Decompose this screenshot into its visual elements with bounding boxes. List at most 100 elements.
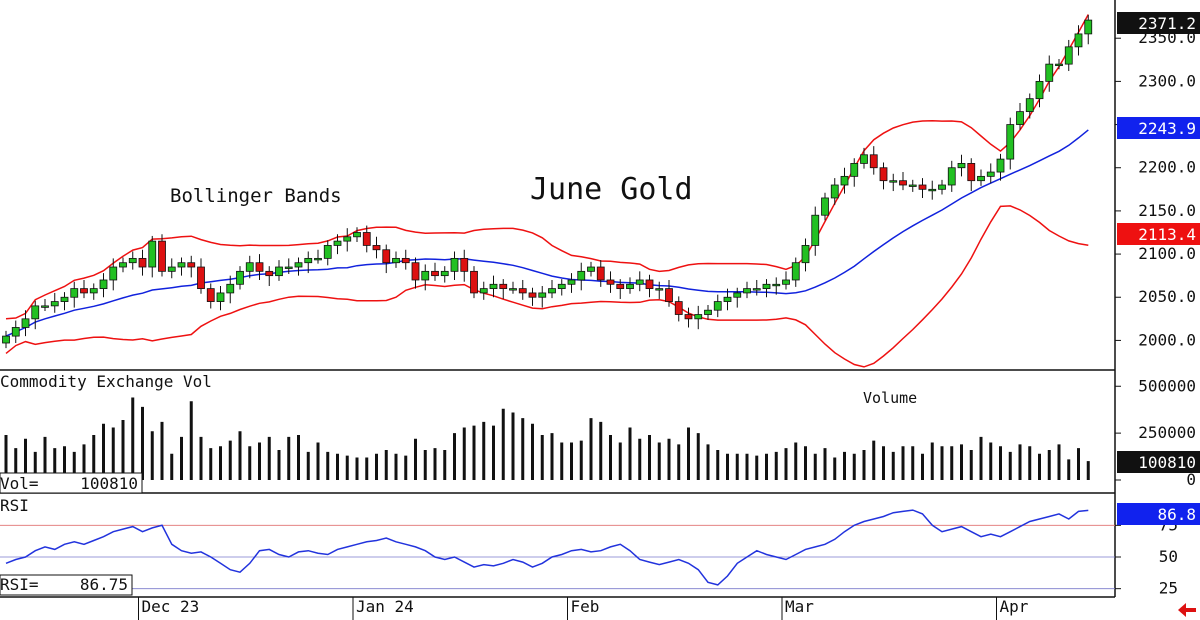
candlestick — [1084, 14, 1093, 45]
candle-body — [587, 266, 595, 272]
candlestick — [713, 294, 722, 318]
candle-body — [2, 335, 10, 344]
volume-bars — [4, 397, 1090, 480]
candlestick — [255, 254, 264, 280]
candlestick — [431, 262, 439, 281]
candlestick — [918, 178, 927, 198]
candlestick — [743, 281, 751, 299]
candlestick — [928, 180, 937, 200]
candle-body — [167, 266, 176, 272]
candle-body — [918, 184, 927, 190]
candlestick — [606, 271, 615, 293]
volume-readout-label: Vol= — [0, 474, 39, 493]
lower-band-badge: 2113.4 — [1117, 223, 1200, 245]
volume-last-badge: 100810 — [1117, 451, 1200, 473]
candle-body — [616, 283, 625, 290]
candle-body — [674, 301, 683, 315]
candlestick — [236, 266, 244, 290]
candle-body — [499, 283, 508, 290]
candle-body — [977, 175, 985, 182]
candle-body — [11, 327, 20, 337]
candlestick — [1055, 58, 1063, 70]
candlestick — [977, 169, 985, 186]
volume-last-badge-bg — [1117, 451, 1200, 473]
candlestick — [811, 206, 820, 256]
candle-body — [479, 288, 488, 294]
candlestick — [986, 163, 995, 184]
candlestick — [850, 158, 859, 187]
volume-y-axis: 500000 250000 0 — [1115, 376, 1196, 489]
candlestick — [11, 320, 20, 344]
last-price-badge-text: 2371.2 — [1138, 14, 1196, 33]
candle-body — [908, 184, 917, 187]
candlestick — [1035, 74, 1044, 108]
candlestick — [772, 277, 781, 295]
candlestick — [509, 281, 517, 294]
candle-body — [265, 270, 274, 277]
candle-body — [567, 279, 576, 285]
candlestick — [479, 281, 488, 300]
candle-body — [138, 257, 147, 268]
candlestick — [187, 255, 196, 278]
candlestick — [752, 279, 761, 296]
candle-body — [382, 249, 391, 264]
scroll-left-arrow-icon[interactable] — [1178, 603, 1196, 617]
candlestick — [860, 147, 868, 169]
lower-band-badge-bg — [1117, 223, 1200, 245]
x-axis-tick-label: Mar — [785, 597, 814, 616]
candlestick — [372, 236, 381, 259]
rsi-readout-value: 86.75 — [80, 575, 128, 594]
price-y-tick-label: 2300.0 — [1138, 71, 1196, 90]
candle-body — [401, 257, 410, 264]
candlestick — [401, 249, 410, 270]
candle-body — [694, 314, 703, 320]
candle-body — [177, 262, 186, 268]
candle-body — [128, 257, 137, 264]
candle-body — [606, 279, 615, 285]
candle-body — [197, 266, 205, 290]
candlestick — [460, 249, 469, 282]
candlestick — [518, 279, 527, 300]
candle-body — [518, 288, 527, 294]
candlestick — [996, 153, 1005, 181]
candlestick — [801, 238, 810, 272]
candlestick — [635, 271, 644, 292]
candlestick — [1074, 25, 1083, 56]
candlestick — [830, 178, 839, 205]
candlestick — [245, 255, 254, 279]
bollinger-bands-annotation: Bollinger Bands — [170, 185, 342, 207]
candle-body — [928, 188, 937, 192]
candle-body — [821, 197, 829, 216]
candlestick — [528, 287, 537, 306]
volume-panel: 500000 250000 0 Commodity Exchange Vol Vol… — [0, 370, 1196, 494]
candlestick — [382, 244, 391, 274]
moving-average-badge: 2243.9 — [1117, 117, 1200, 139]
rsi-readout-label: RSI= — [0, 575, 39, 594]
candlestick — [411, 257, 420, 289]
volume-annotation: Volume — [863, 389, 917, 407]
chart-title: June Gold — [530, 172, 693, 207]
candlestick — [343, 228, 352, 252]
price-y-axis: 2350.02300.02250.02200.02150.02100.02050… — [1115, 28, 1196, 349]
candle-body — [226, 283, 235, 294]
candlestick — [128, 251, 137, 270]
rsi-panel-title: RSI — [0, 496, 29, 515]
candlestick — [158, 234, 166, 277]
candle-body — [31, 305, 40, 320]
candlestick — [840, 167, 849, 194]
price-panel: 2350.02300.02250.02200.02150.02100.02050… — [0, 0, 1196, 371]
candlestick — [616, 279, 625, 299]
candlestick — [1006, 117, 1015, 170]
x-axis-tick-label: Jan 24 — [356, 597, 414, 616]
candlestick — [791, 257, 800, 287]
candlestick — [869, 146, 878, 175]
candlestick — [567, 273, 576, 293]
candlestick — [557, 279, 566, 296]
candle-body — [889, 180, 898, 183]
rsi-last-badge-text: 86.8 — [1157, 505, 1196, 524]
price-y-tick-label: 2200.0 — [1138, 158, 1196, 177]
candle-body — [986, 171, 995, 177]
candle-body — [665, 288, 673, 302]
candle-body — [752, 288, 761, 291]
